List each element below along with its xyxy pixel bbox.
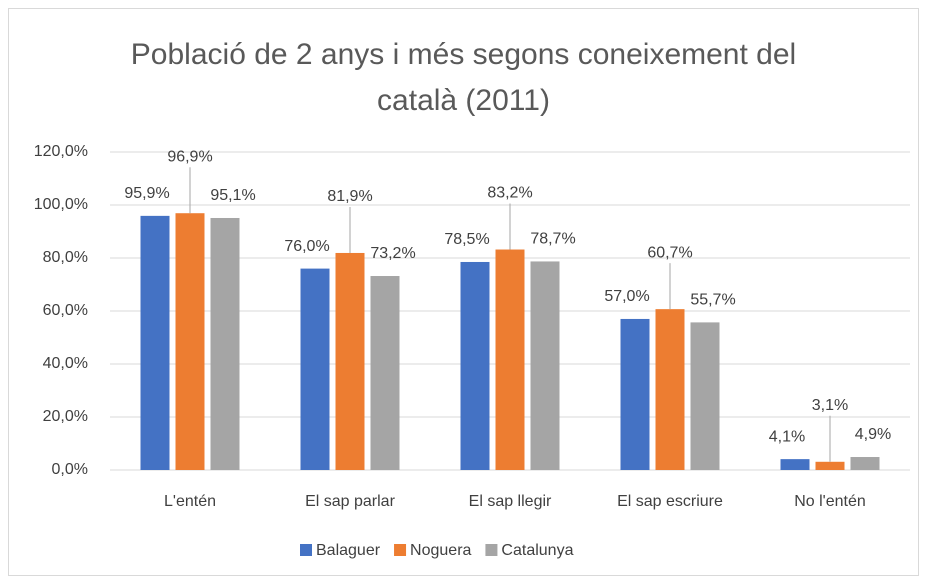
legend-label: Balaguer xyxy=(316,542,381,559)
data-label: 95,9% xyxy=(124,185,169,202)
bar xyxy=(620,318,650,470)
y-tick-label: 60,0% xyxy=(43,302,88,319)
x-tick-label: El sap llegir xyxy=(469,493,552,510)
bar xyxy=(370,276,400,470)
data-label: 81,9% xyxy=(327,188,372,205)
legend-swatch xyxy=(300,544,312,556)
y-tick-label: 0,0% xyxy=(52,461,88,478)
x-tick-label: El sap parlar xyxy=(305,493,395,510)
title-box: Població de 2 anys i més segons coneixem… xyxy=(0,32,927,124)
bar xyxy=(850,457,880,470)
bar xyxy=(210,217,240,470)
legend-swatch xyxy=(394,544,407,556)
bar xyxy=(655,309,685,470)
bar xyxy=(495,249,525,470)
y-tick-label: 120,0% xyxy=(34,143,88,160)
x-tick-label: El sap escriure xyxy=(617,493,723,510)
y-tick-label: 80,0% xyxy=(43,249,88,266)
y-tick-label: 100,0% xyxy=(34,196,88,213)
data-label: 78,7% xyxy=(530,231,575,248)
data-label: 57,0% xyxy=(604,288,649,305)
bar xyxy=(780,459,810,470)
data-label: 96,9% xyxy=(167,148,212,165)
legend-label: Catalunya xyxy=(501,542,573,559)
x-tick-label: L'entén xyxy=(164,493,216,510)
bar xyxy=(335,252,365,470)
x-tick-label: No l'entén xyxy=(794,493,866,510)
chart-border xyxy=(8,8,919,576)
data-label: 3,1% xyxy=(812,397,848,414)
bar xyxy=(530,261,560,470)
data-label: 4,1% xyxy=(769,428,805,445)
data-label: 55,7% xyxy=(690,292,735,309)
data-label: 76,0% xyxy=(284,238,329,255)
legend-label: Noguera xyxy=(410,542,471,559)
bar xyxy=(140,215,170,470)
y-tick-label: 40,0% xyxy=(43,355,88,372)
bar xyxy=(175,213,205,470)
bar xyxy=(815,461,845,470)
data-label: 73,2% xyxy=(370,245,415,262)
data-label: 95,1% xyxy=(210,187,255,204)
bar xyxy=(690,322,720,470)
bar xyxy=(300,268,330,470)
chart-title: Població de 2 anys i més segons coneixem… xyxy=(130,38,797,117)
data-label: 60,7% xyxy=(647,244,692,261)
legend-swatch xyxy=(485,544,498,556)
data-label: 78,5% xyxy=(444,231,489,248)
data-label: 4,9% xyxy=(855,426,891,443)
data-label: 83,2% xyxy=(487,185,532,202)
y-tick-label: 20,0% xyxy=(43,408,88,425)
bar xyxy=(460,261,490,470)
